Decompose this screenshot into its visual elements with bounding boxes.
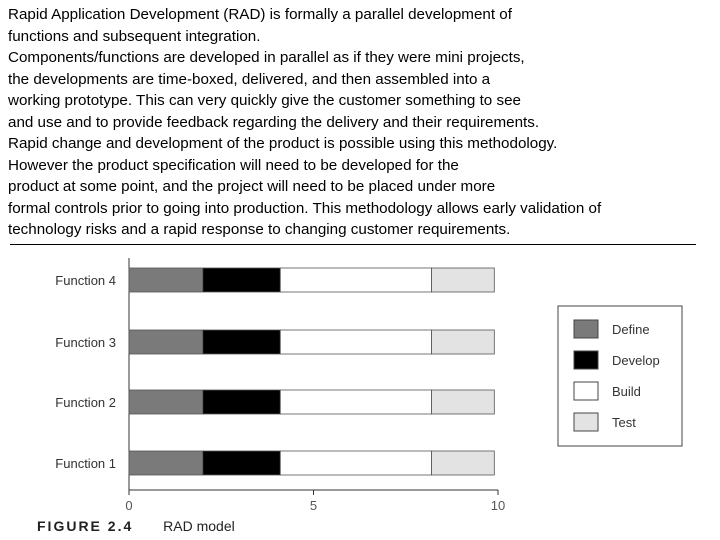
figure-caption: FIGURE 2.4 RAD model	[37, 518, 235, 534]
legend-swatch	[573, 319, 599, 339]
bar-segment-build	[279, 267, 432, 293]
paragraph-line: formal controls prior to going into prod…	[8, 199, 602, 217]
bar-segment-develop	[202, 450, 281, 476]
paragraph-line: product at some point, and the project w…	[8, 178, 496, 195]
bar-segment-test	[431, 267, 495, 293]
x-tick-label: 5	[310, 498, 317, 513]
bar-segment-develop	[202, 267, 281, 293]
legend-swatch	[573, 412, 599, 432]
x-tick-label: 0	[125, 498, 132, 513]
legend-label: Define	[612, 322, 650, 337]
figure-title: RAD model	[163, 518, 235, 534]
paragraph-line: Rapid Application Development (RAD) is f…	[8, 6, 512, 23]
category-label: Function 4	[55, 273, 116, 288]
x-tick-label: 10	[491, 498, 505, 513]
legend-label: Test	[612, 415, 636, 430]
bar-segment-define	[128, 389, 204, 415]
bar-segment-define	[128, 329, 204, 355]
bar-segment-develop	[202, 389, 281, 415]
bar-segment-develop	[202, 329, 281, 355]
bar-segment-test	[431, 450, 495, 476]
category-label: Function 3	[55, 335, 116, 350]
legend-label: Develop	[612, 353, 660, 368]
divider-line	[10, 244, 696, 245]
bar-segment-define	[128, 450, 204, 476]
paragraph-line: Components/functions are developed in pa…	[8, 49, 525, 66]
legend-swatch	[573, 350, 599, 370]
paragraph-line: working prototype. This can very quickly…	[8, 92, 521, 109]
bar-segment-build	[279, 329, 432, 355]
paragraph-line: the developments are time-boxed, deliver…	[8, 70, 491, 88]
bar-segment-test	[431, 329, 495, 355]
legend-label: Build	[612, 384, 641, 399]
paragraph-line: technology risks and a rapid response to…	[8, 221, 511, 238]
paragraph-line: However the product specification will n…	[8, 156, 459, 174]
bar-segment-define	[128, 267, 204, 293]
figure-number: FIGURE 2.4	[37, 518, 134, 534]
description-paragraph: Rapid Application Development (RAD) is f…	[8, 4, 712, 241]
paragraph-line: and use and to provide feedback regardin…	[8, 113, 540, 131]
paragraph-line: Rapid change and development of the prod…	[8, 135, 558, 152]
bar-segment-build	[279, 389, 432, 415]
paragraph-line: functions and subsequent integration.	[8, 27, 261, 45]
bar-segment-build	[279, 450, 432, 476]
category-label: Function 1	[55, 456, 116, 471]
legend-swatch	[573, 381, 599, 401]
category-label: Function 2	[55, 395, 116, 410]
bar-segment-test	[431, 389, 495, 415]
